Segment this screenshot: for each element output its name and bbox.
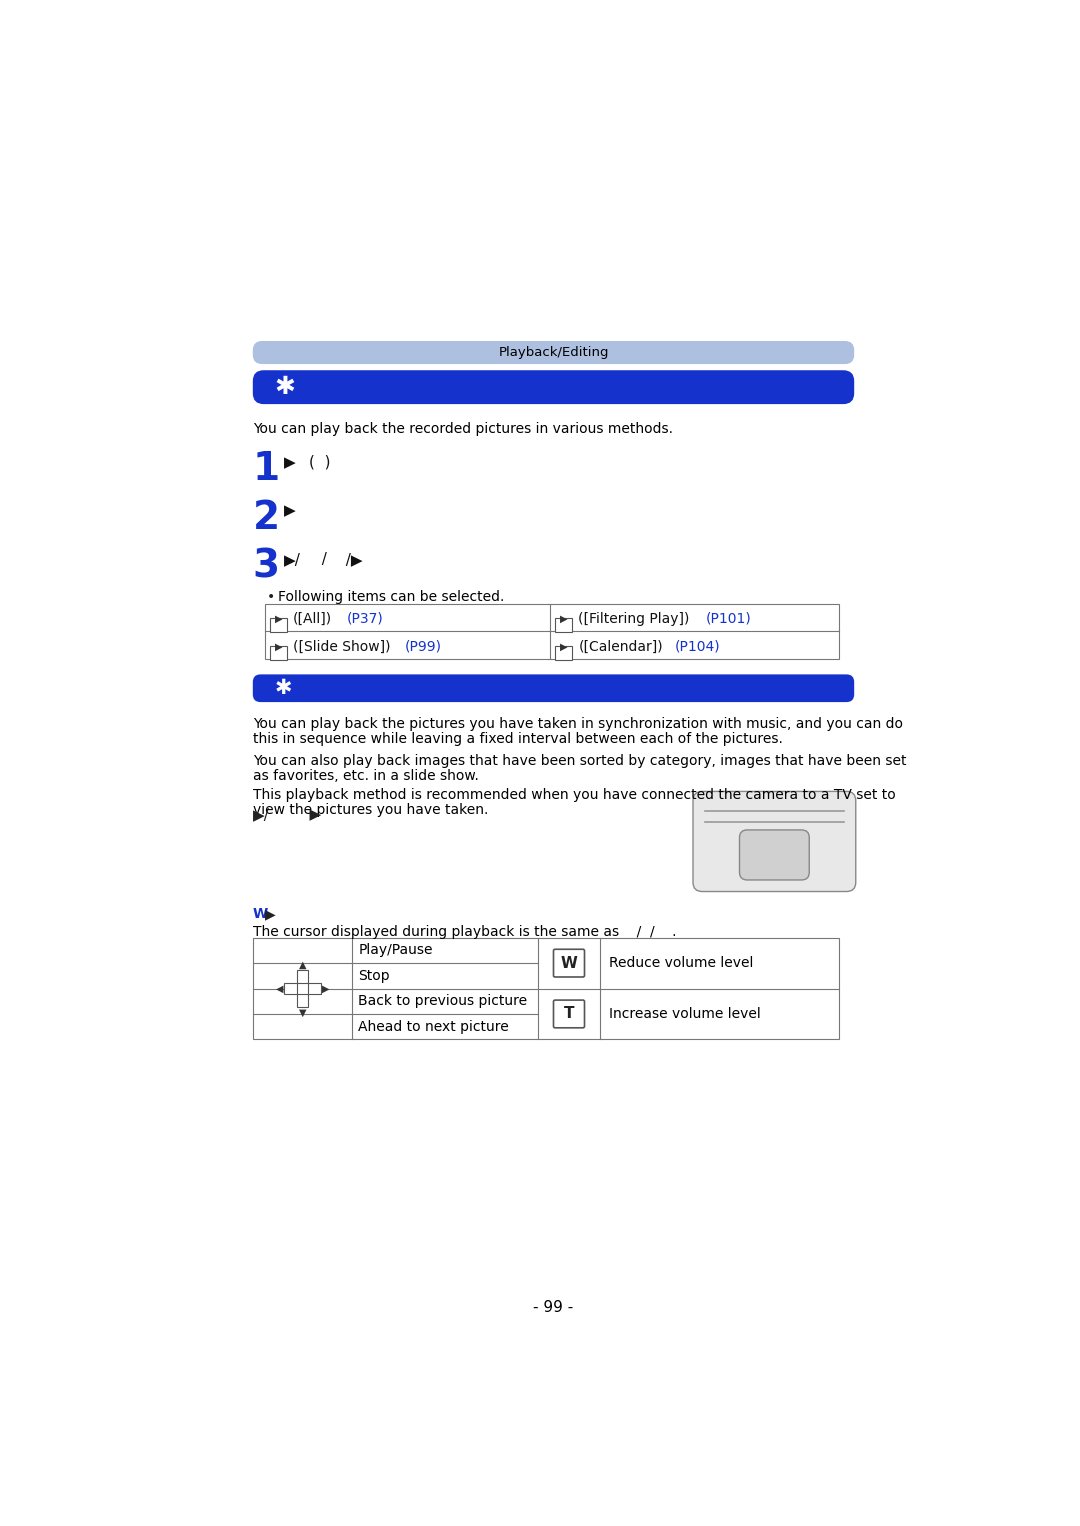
Text: ([Filtering Play]): ([Filtering Play])	[578, 612, 690, 626]
Text: Play/Pause: Play/Pause	[359, 943, 433, 957]
FancyBboxPatch shape	[740, 830, 809, 881]
Text: 1: 1	[253, 450, 280, 488]
Bar	[306, 983, 321, 993]
Text: Reduce volume level: Reduce volume level	[609, 957, 754, 971]
Text: •: •	[267, 589, 275, 604]
Text: W: W	[253, 906, 268, 920]
Text: W: W	[561, 955, 578, 971]
Text: this in sequence while leaving a fixed interval between each of the pictures.: this in sequence while leaving a fixed i…	[253, 732, 783, 746]
Bar	[297, 992, 308, 1007]
Text: ▶: ▶	[266, 906, 275, 920]
FancyBboxPatch shape	[253, 340, 854, 365]
Text: ▶: ▶	[322, 984, 329, 993]
Text: ✱: ✱	[274, 375, 296, 400]
FancyBboxPatch shape	[253, 371, 854, 404]
Text: ▼: ▼	[299, 1007, 306, 1018]
Text: (P101): (P101)	[705, 612, 752, 626]
Text: view the pictures you have taken.: view the pictures you have taken.	[253, 803, 488, 816]
Bar	[297, 971, 308, 986]
Text: ▶: ▶	[284, 455, 296, 470]
Text: Playback/Editing: Playback/Editing	[498, 346, 609, 359]
Text: Stop: Stop	[359, 969, 390, 983]
Text: 2: 2	[253, 499, 280, 537]
Text: (P99): (P99)	[405, 639, 442, 653]
Text: This playback method is recommended when you have connected the camera to a TV s: This playback method is recommended when…	[253, 787, 895, 801]
FancyBboxPatch shape	[554, 1000, 584, 1029]
Text: ▶/: ▶/	[284, 552, 300, 568]
FancyBboxPatch shape	[270, 618, 287, 632]
Text: Following items can be selected.: Following items can be selected.	[278, 589, 504, 604]
Text: /▶: /▶	[337, 552, 363, 568]
Text: Back to previous picture: Back to previous picture	[359, 995, 527, 1009]
Text: ▶: ▶	[559, 613, 567, 624]
Text: as favorites, etc. in a slide show.: as favorites, etc. in a slide show.	[253, 769, 478, 783]
Text: Increase volume level: Increase volume level	[609, 1007, 761, 1021]
Text: Ahead to next picture: Ahead to next picture	[359, 1019, 509, 1033]
Text: ◀: ◀	[275, 984, 283, 993]
Text: ([Slide Show]): ([Slide Show])	[293, 639, 391, 653]
FancyBboxPatch shape	[555, 645, 572, 659]
FancyBboxPatch shape	[693, 792, 855, 891]
Text: You can also play back images that have been sorted by category, images that hav: You can also play back images that have …	[253, 754, 906, 768]
Text: ([All]): ([All])	[293, 612, 333, 626]
Bar	[297, 983, 308, 993]
Bar	[284, 983, 299, 993]
Bar	[253, 937, 839, 1039]
Text: The cursor displayed during playback is the same as    /  /    .: The cursor displayed during playback is …	[253, 925, 676, 940]
Text: - 99 -: - 99 -	[534, 1300, 573, 1315]
Text: You can play back the pictures you have taken in synchronization with music, and: You can play back the pictures you have …	[253, 717, 903, 731]
Text: ▶: ▶	[559, 641, 567, 652]
FancyBboxPatch shape	[270, 645, 287, 659]
Text: ▶: ▶	[274, 613, 282, 624]
FancyBboxPatch shape	[555, 618, 572, 632]
Text: /: /	[312, 552, 326, 568]
Text: ▶: ▶	[274, 641, 282, 652]
Text: (  ): ( )	[309, 455, 330, 470]
Text: (P104): (P104)	[674, 639, 720, 653]
Text: 3: 3	[253, 548, 280, 586]
Bar	[266, 604, 839, 659]
Text: ▶/: ▶/	[253, 807, 270, 823]
Text: ▲: ▲	[299, 960, 306, 969]
Text: (P37): (P37)	[347, 612, 383, 626]
Text: ▶: ▶	[284, 504, 296, 519]
FancyBboxPatch shape	[554, 949, 584, 977]
Text: ▶: ▶	[291, 807, 321, 823]
Text: T: T	[564, 1007, 575, 1021]
Text: ✱: ✱	[274, 678, 292, 699]
Text: You can play back the recorded pictures in various methods.: You can play back the recorded pictures …	[253, 421, 673, 436]
FancyBboxPatch shape	[253, 674, 854, 702]
Text: ([Calendar]): ([Calendar])	[578, 639, 663, 653]
